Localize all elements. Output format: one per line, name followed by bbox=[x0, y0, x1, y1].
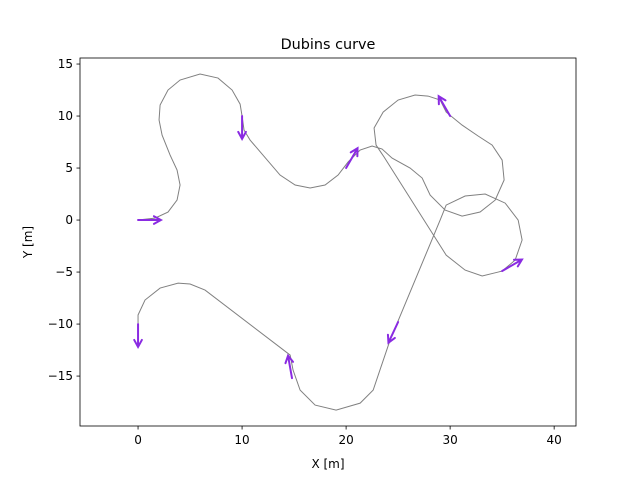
y-tick-label: 5 bbox=[65, 161, 73, 175]
heading-arrow bbox=[137, 215, 164, 225]
x-tick-label: 20 bbox=[338, 433, 353, 447]
heading-arrow bbox=[501, 258, 524, 273]
heading-arrow bbox=[284, 353, 295, 380]
y-tick-label: −10 bbox=[48, 317, 73, 331]
y-axis-label: Y [m] bbox=[21, 226, 35, 259]
y-tick-label: 15 bbox=[58, 57, 73, 71]
chart-title: Dubins curve bbox=[281, 37, 376, 53]
heading-arrow bbox=[237, 115, 247, 142]
y-tick-label: −15 bbox=[48, 369, 73, 383]
x-axis-label: X [m] bbox=[311, 457, 344, 471]
y-tick-label: 10 bbox=[58, 109, 73, 123]
plot-frame bbox=[79, 57, 577, 427]
y-tick-label: −5 bbox=[55, 265, 73, 279]
heading-arrow bbox=[386, 320, 400, 345]
y-tick-label: 0 bbox=[65, 213, 73, 227]
x-tick-label: 0 bbox=[134, 433, 142, 447]
x-tick-label: 40 bbox=[547, 433, 562, 447]
x-tick-label: 30 bbox=[442, 433, 457, 447]
x-tick-label: 10 bbox=[234, 433, 249, 447]
heading-arrow bbox=[133, 323, 143, 350]
path-line bbox=[137, 73, 523, 411]
heading-arrow bbox=[345, 146, 359, 170]
heading-arrow bbox=[437, 94, 452, 118]
